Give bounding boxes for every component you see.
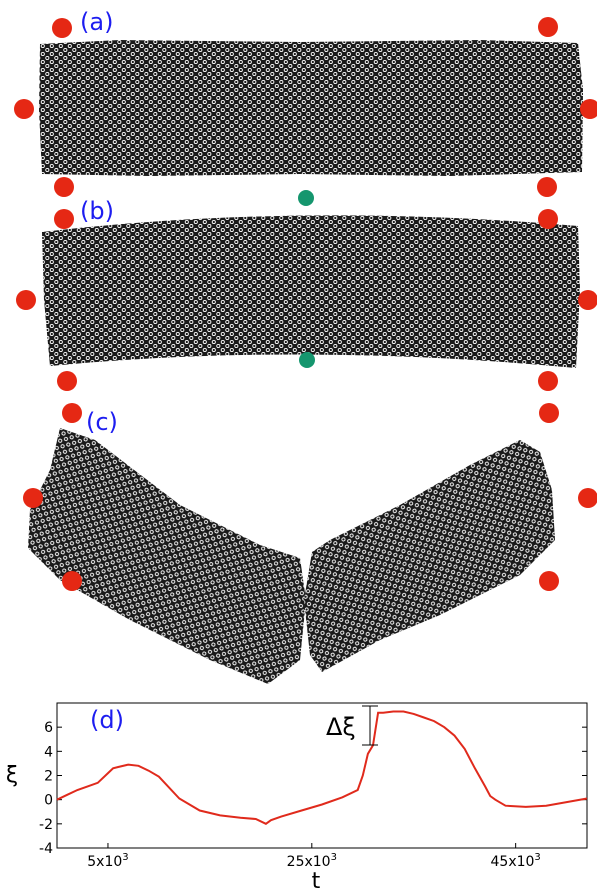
x-tick-exponent: 3: [534, 852, 540, 863]
panel-label: (a): [80, 8, 113, 36]
panel-label: (c): [86, 408, 118, 436]
particle-slab-c-right: [304, 440, 555, 672]
delta-xi-annotation: Δξ: [326, 713, 356, 741]
x-tick-exponent: 3: [331, 852, 337, 863]
y-tick-label: 0: [44, 793, 53, 809]
x-tick-label: 25x103: [287, 852, 337, 870]
force-point: [539, 571, 559, 591]
series-line: [56, 710, 588, 825]
x-axis-label: t: [312, 869, 321, 890]
x-tick-exponent: 3: [122, 852, 128, 863]
force-point: [538, 209, 558, 229]
particle-slab-c-left: [28, 428, 306, 684]
force-point: [54, 177, 74, 197]
particle-slab-b: [42, 215, 580, 368]
force-point: [578, 290, 597, 310]
force-point: [54, 209, 74, 229]
panel-label: (d): [90, 706, 124, 734]
delta-xi-bracket: [362, 705, 378, 746]
panel-label: (b): [80, 197, 114, 225]
force-point: [538, 17, 558, 37]
force-point: [537, 177, 557, 197]
force-point: [23, 488, 43, 508]
x-tick-label: 45x103: [491, 852, 541, 870]
particle-slab-a: [39, 40, 583, 176]
x-ticks: 5x103 25x103 45x103: [87, 843, 541, 870]
y-tick-label: 6: [44, 720, 53, 736]
panel-c: (c): [23, 403, 597, 684]
panel-b: (b): [16, 190, 597, 391]
x-tick-label: 5x103: [87, 852, 128, 870]
y-tick-label: 2: [44, 769, 53, 785]
y-axis-label: ξ: [6, 763, 18, 788]
force-point: [539, 403, 559, 423]
force-point: [52, 18, 72, 38]
force-point: [62, 403, 82, 423]
force-point: [538, 371, 558, 391]
y-ticks: 6 4 2 0 -2 -4: [39, 720, 587, 857]
plot-frame: [56, 702, 588, 849]
force-point: [16, 290, 36, 310]
y-tick-label: 4: [44, 744, 53, 760]
mid-point: [299, 352, 315, 368]
y-tick-label: -2: [39, 817, 53, 833]
panel-a: (a): [14, 8, 597, 197]
mid-point: [298, 190, 314, 206]
force-point: [580, 99, 597, 119]
y-tick-label: -4: [39, 841, 53, 857]
chart-d: 6 4 2 0 -2 -4 5x103 25x103 45x103 Δξ (d) t ξ: [6, 702, 588, 890]
force-point: [578, 488, 597, 508]
force-point: [57, 371, 77, 391]
force-point: [14, 99, 34, 119]
force-point: [62, 571, 82, 591]
